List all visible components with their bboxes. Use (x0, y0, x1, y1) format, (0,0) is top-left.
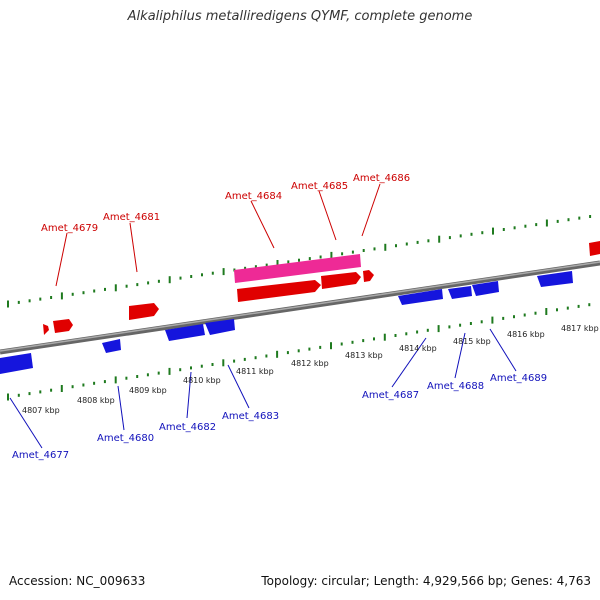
gene-arrow-reverse[interactable] (448, 286, 472, 299)
scale-label: 4810 kbp (183, 376, 221, 385)
topology-text: Topology: circular; Length: 4,929,566 bp… (261, 574, 591, 588)
gene-arrow-reverse[interactable] (165, 324, 205, 341)
reverse-label-leaders (9, 328, 517, 449)
gene-arrow-reverse[interactable] (472, 281, 499, 296)
scale-label: 4811 kbp (236, 367, 274, 376)
genome-backbone (0, 260, 600, 355)
scale-label: 4815 kbp (453, 337, 491, 346)
gene-arrow-forward[interactable] (129, 303, 159, 320)
gene-arrow-reverse[interactable] (0, 353, 33, 374)
gene-label-reverse[interactable]: Amet_4682 (159, 422, 216, 433)
gene-arrow-forward[interactable] (363, 270, 374, 282)
gene-label-reverse[interactable]: Amet_4688 (427, 381, 484, 392)
gene-label-reverse[interactable]: Amet_4687 (362, 390, 419, 401)
gene-label-forward[interactable]: Amet_4681 (103, 212, 160, 223)
gene-arrow-forward[interactable] (53, 319, 73, 333)
map-title: Alkaliphilus metalliredigens QYMF, compl… (127, 9, 473, 24)
gene-arrow-reverse[interactable] (102, 339, 121, 353)
scale-label: 4813 kbp (345, 351, 383, 360)
gene-arrow-forward[interactable] (43, 324, 49, 335)
gene-arrow-highlight[interactable] (234, 254, 361, 283)
scale-label: 4812 kbp (291, 359, 329, 368)
gene-label-reverse[interactable]: Amet_4689 (490, 373, 547, 384)
gene-arrow-forward[interactable] (589, 241, 600, 256)
gene-label-reverse[interactable]: Amet_4677 (12, 450, 69, 461)
gene-arrow-reverse[interactable] (205, 319, 235, 335)
scale-label: 4816 kbp (507, 330, 545, 339)
bottom-tick-track (7, 303, 591, 401)
gene-label-forward[interactable]: Amet_4679 (41, 223, 98, 234)
gene-label-forward[interactable]: Amet_4684 (225, 191, 282, 202)
scale-label: 4808 kbp (77, 396, 115, 405)
gene-arrow-forward[interactable] (237, 280, 321, 302)
gene-label-forward[interactable]: Amet_4686 (353, 173, 410, 184)
scale-label: 4807 kbp (22, 406, 60, 415)
top-tick-track (7, 215, 592, 308)
scale-label: 4817 kbp (561, 324, 599, 333)
gene-label-reverse[interactable]: Amet_4680 (97, 433, 154, 444)
gene-arrow-reverse[interactable] (537, 271, 573, 287)
scale-label: 4809 kbp (129, 386, 167, 395)
accession-text: Accession: NC_009633 (9, 574, 146, 588)
gene-label-reverse[interactable]: Amet_4683 (222, 411, 279, 422)
gene-arrow-reverse[interactable] (398, 289, 443, 305)
forward-label-leaders (55, 183, 381, 287)
scale-label: 4814 kbp (399, 344, 437, 353)
gene-label-forward[interactable]: Amet_4685 (291, 181, 348, 192)
gene-arrow-forward[interactable] (321, 272, 361, 289)
